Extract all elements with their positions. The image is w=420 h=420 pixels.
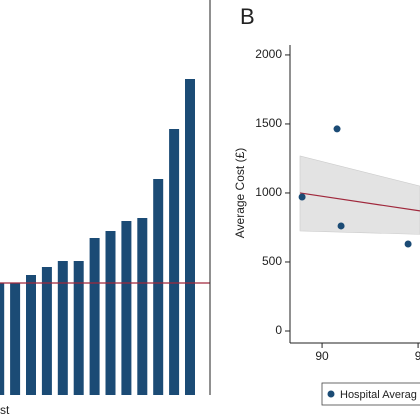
bar bbox=[26, 275, 36, 395]
confidence-band bbox=[299, 155, 420, 235]
legend-box bbox=[321, 382, 420, 406]
bar bbox=[73, 261, 84, 395]
panel-label: B bbox=[240, 4, 255, 29]
bar bbox=[185, 79, 195, 395]
y-tick-label: 1000 bbox=[255, 185, 282, 199]
bar bbox=[41, 267, 52, 395]
point bbox=[337, 222, 345, 230]
bar bbox=[10, 283, 21, 395]
legend-label: Hospital Averag bbox=[340, 389, 417, 401]
legend-marker bbox=[327, 390, 335, 398]
bar bbox=[0, 283, 5, 395]
bar bbox=[153, 179, 164, 395]
point bbox=[333, 125, 341, 133]
bar bbox=[57, 261, 68, 395]
bar bbox=[105, 231, 116, 395]
x-tick-label: 9 bbox=[415, 349, 420, 363]
fit-line bbox=[299, 192, 420, 212]
y-tick-label: 0 bbox=[275, 323, 282, 337]
bar bbox=[89, 238, 100, 395]
bar bbox=[169, 129, 180, 395]
bar bbox=[137, 218, 148, 395]
y-tick-label: 1500 bbox=[255, 116, 282, 130]
y-tick-label: 2000 bbox=[255, 47, 282, 61]
bar bbox=[121, 221, 132, 395]
x-axis-label: st bbox=[0, 403, 10, 417]
point bbox=[404, 240, 412, 248]
point bbox=[298, 193, 306, 201]
y-tick-label: 500 bbox=[262, 254, 282, 268]
x-tick-label: 90 bbox=[315, 349, 329, 363]
y-axis-label: Average Cost (£) bbox=[233, 148, 247, 239]
